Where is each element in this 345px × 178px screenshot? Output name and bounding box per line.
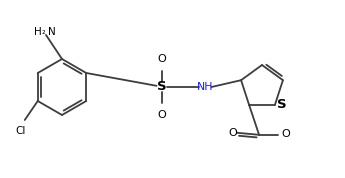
Text: NH: NH [197, 82, 213, 92]
Text: H: H [34, 27, 41, 37]
Text: O: O [158, 109, 166, 119]
Text: O: O [282, 130, 290, 140]
Text: N: N [48, 27, 56, 37]
Text: Cl: Cl [16, 126, 26, 136]
Text: O: O [158, 54, 166, 64]
Text: O: O [228, 128, 237, 138]
Text: ₂: ₂ [41, 27, 45, 36]
Text: S: S [157, 80, 167, 93]
Text: S: S [277, 98, 287, 111]
